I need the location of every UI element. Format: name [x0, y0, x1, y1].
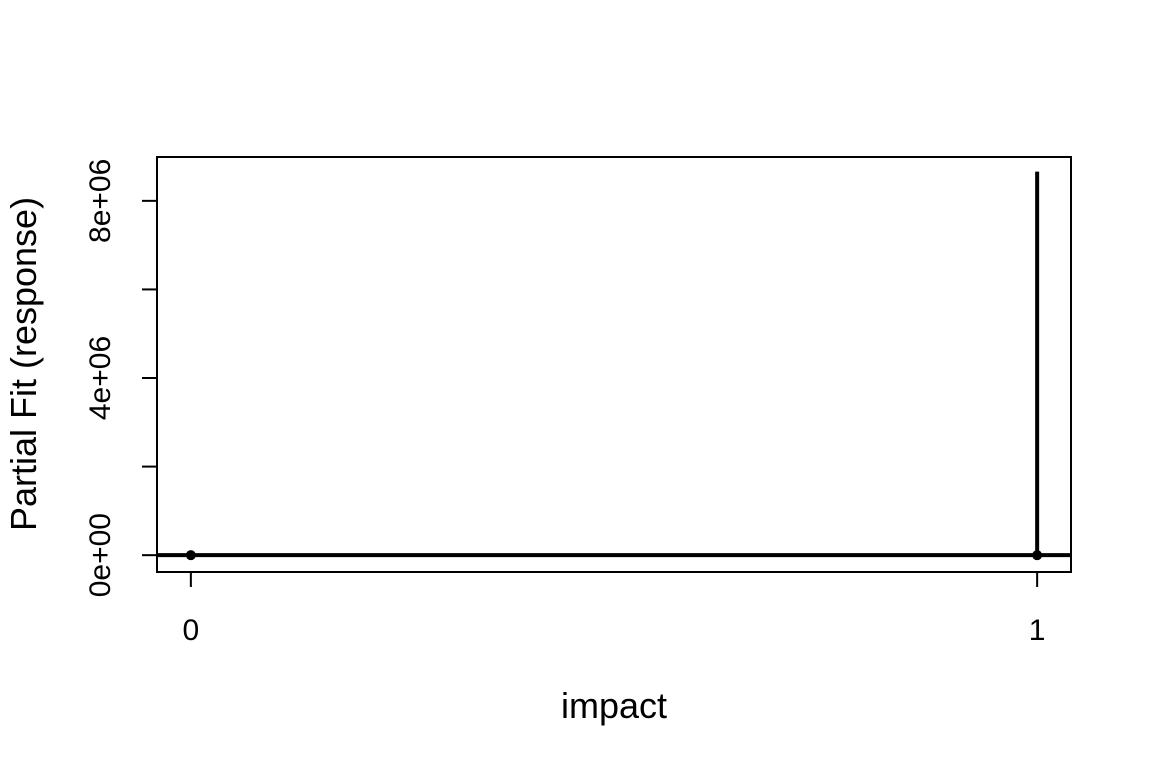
- x-axis-title: impact: [561, 685, 667, 726]
- y-tick-label-1: 4e+06: [84, 336, 117, 420]
- data-point-0: [185, 550, 196, 561]
- x-tick-label-0: 0: [183, 614, 200, 647]
- data-point-1: [1032, 550, 1043, 561]
- x-tick-label-1: 1: [1029, 614, 1046, 647]
- y-tick-label-0: 0e+00: [84, 513, 117, 597]
- y-axis-title: Partial Fit (response): [3, 197, 44, 531]
- plot-frame: [156, 156, 1072, 573]
- y-tick-label-2: 8e+06: [84, 159, 117, 243]
